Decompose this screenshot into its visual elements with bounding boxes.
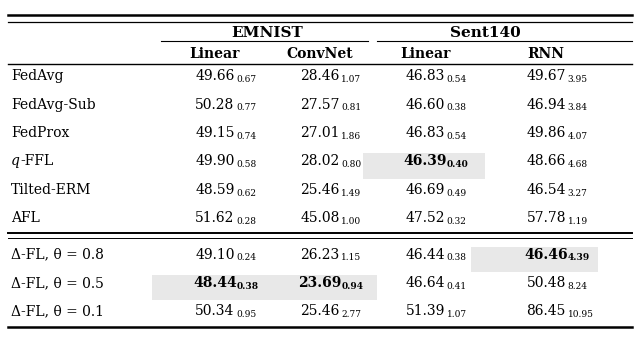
Text: 46.60: 46.60	[406, 98, 445, 112]
Text: 46.44: 46.44	[405, 247, 445, 261]
Text: 1.00: 1.00	[341, 217, 362, 226]
Text: 0.49: 0.49	[447, 189, 467, 197]
Text: 0.24: 0.24	[236, 253, 256, 262]
Text: FedAvg: FedAvg	[11, 69, 63, 83]
Text: Tilted-ERM: Tilted-ERM	[11, 183, 92, 197]
Text: 46.94: 46.94	[527, 98, 566, 112]
Text: 0.54: 0.54	[447, 75, 467, 84]
Text: 0.81: 0.81	[341, 103, 362, 112]
Text: 4.39: 4.39	[568, 253, 590, 262]
Text: 0.67: 0.67	[236, 75, 257, 84]
Text: 49.90: 49.90	[195, 154, 234, 168]
Text: 48.59: 48.59	[195, 183, 234, 197]
Text: 27.57: 27.57	[300, 98, 340, 112]
Text: 1.15: 1.15	[341, 253, 362, 262]
Text: 51.62: 51.62	[195, 211, 234, 225]
Text: AFL: AFL	[11, 211, 40, 225]
Text: Δ-FL, θ = 0.8: Δ-FL, θ = 0.8	[11, 247, 104, 261]
Text: 0.40: 0.40	[447, 160, 468, 169]
Text: 49.66: 49.66	[195, 69, 234, 83]
Text: 27.01: 27.01	[300, 126, 340, 140]
Text: 47.52: 47.52	[405, 211, 445, 225]
Text: 50.34: 50.34	[195, 304, 234, 318]
Text: 0.80: 0.80	[341, 160, 362, 169]
Text: 0.32: 0.32	[447, 217, 467, 226]
Text: Δ-FL, θ = 0.1: Δ-FL, θ = 0.1	[11, 304, 104, 318]
Text: 46.69: 46.69	[406, 183, 445, 197]
Text: 46.39: 46.39	[403, 154, 447, 168]
Text: -FFL: -FFL	[20, 154, 54, 168]
Text: 1.07: 1.07	[447, 310, 467, 319]
Text: 0.41: 0.41	[447, 282, 467, 290]
Text: 26.23: 26.23	[300, 247, 340, 261]
Text: 28.02: 28.02	[300, 154, 340, 168]
Text: 1.07: 1.07	[341, 75, 362, 84]
Text: 48.44: 48.44	[193, 276, 237, 290]
Text: 3.95: 3.95	[568, 75, 588, 84]
FancyBboxPatch shape	[254, 275, 377, 300]
Text: 0.62: 0.62	[236, 189, 256, 197]
Text: Linear: Linear	[400, 47, 451, 61]
Text: 51.39: 51.39	[406, 304, 445, 318]
Text: 50.28: 50.28	[195, 98, 234, 112]
Text: 0.38: 0.38	[236, 282, 259, 290]
Text: 49.67: 49.67	[527, 69, 566, 83]
Text: FedProx: FedProx	[11, 126, 69, 140]
Text: 45.08: 45.08	[300, 211, 340, 225]
Text: 49.15: 49.15	[195, 126, 235, 140]
FancyBboxPatch shape	[363, 154, 485, 178]
Text: 25.46: 25.46	[300, 304, 340, 318]
Text: 25.46: 25.46	[300, 183, 340, 197]
Text: 0.74: 0.74	[236, 132, 257, 141]
Text: 48.66: 48.66	[527, 154, 566, 168]
Text: RNN: RNN	[528, 47, 564, 61]
Text: 46.46: 46.46	[524, 247, 568, 261]
Text: EMNIST: EMNIST	[232, 26, 303, 40]
Text: 0.38: 0.38	[447, 103, 467, 112]
Text: 23.69: 23.69	[298, 276, 342, 290]
Text: 4.68: 4.68	[568, 160, 588, 169]
Text: 86.45: 86.45	[527, 304, 566, 318]
Text: 10.95: 10.95	[568, 310, 593, 319]
Text: 0.95: 0.95	[236, 310, 257, 319]
Text: 57.78: 57.78	[527, 211, 566, 225]
Text: 4.07: 4.07	[568, 132, 588, 141]
Text: FedAvg-Sub: FedAvg-Sub	[11, 98, 95, 112]
Text: 3.84: 3.84	[568, 103, 588, 112]
Text: 50.48: 50.48	[527, 276, 566, 290]
Text: 2.77: 2.77	[341, 310, 362, 319]
Text: 0.77: 0.77	[236, 103, 257, 112]
Text: 1.86: 1.86	[341, 132, 362, 141]
Text: 0.58: 0.58	[236, 160, 257, 169]
Text: 46.83: 46.83	[406, 126, 445, 140]
Text: 3.27: 3.27	[568, 189, 588, 197]
Text: 0.28: 0.28	[236, 217, 256, 226]
Text: 46.54: 46.54	[527, 183, 566, 197]
Text: Linear: Linear	[189, 47, 240, 61]
Text: 1.49: 1.49	[341, 189, 362, 197]
Text: Δ-FL, θ = 0.5: Δ-FL, θ = 0.5	[11, 276, 104, 290]
Text: ConvNet: ConvNet	[287, 47, 353, 61]
Text: q: q	[11, 154, 20, 168]
Text: 46.64: 46.64	[405, 276, 445, 290]
Text: 46.83: 46.83	[406, 69, 445, 83]
Text: Sent140: Sent140	[451, 26, 521, 40]
Text: 0.54: 0.54	[447, 132, 467, 141]
FancyBboxPatch shape	[152, 275, 268, 300]
Text: 1.19: 1.19	[568, 217, 588, 226]
Text: 0.38: 0.38	[447, 253, 467, 262]
FancyBboxPatch shape	[471, 246, 598, 272]
Text: 0.94: 0.94	[341, 282, 364, 290]
Text: 49.10: 49.10	[195, 247, 235, 261]
Text: 8.24: 8.24	[568, 282, 588, 290]
Text: 49.86: 49.86	[527, 126, 566, 140]
Text: 28.46: 28.46	[300, 69, 340, 83]
